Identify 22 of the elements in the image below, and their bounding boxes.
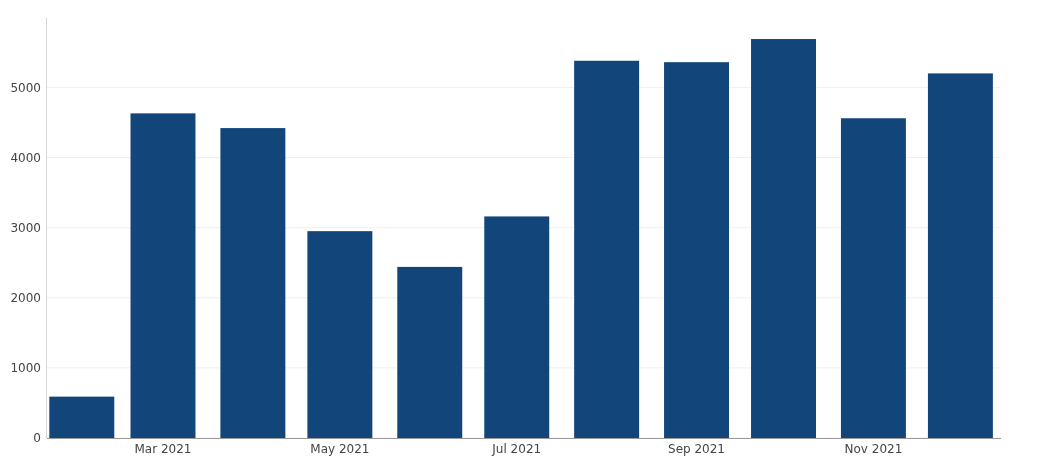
bar (130, 113, 196, 438)
y-tick-label: 5000 (10, 80, 41, 95)
bar (840, 118, 906, 438)
x-tick-label: Jul 2021 (491, 442, 542, 456)
bar (664, 62, 730, 438)
bar (927, 73, 993, 438)
bar (397, 266, 463, 438)
y-tick-label: 2000 (10, 290, 41, 305)
x-tick-label: Mar 2021 (134, 442, 192, 456)
y-tick-label: 0 (33, 431, 41, 446)
bar (220, 128, 286, 438)
x-tick-label: Nov 2021 (844, 442, 903, 456)
x-tick-label: Sep 2021 (668, 442, 726, 456)
bar (307, 231, 373, 438)
y-tick-label: 3000 (10, 220, 41, 235)
y-tick-label: 1000 (10, 361, 41, 376)
bar (751, 39, 816, 438)
bar (574, 60, 640, 438)
y-tick-label: 4000 (10, 150, 41, 165)
x-tick-label: May 2021 (310, 442, 370, 456)
bar (484, 216, 550, 438)
bar (49, 396, 115, 438)
